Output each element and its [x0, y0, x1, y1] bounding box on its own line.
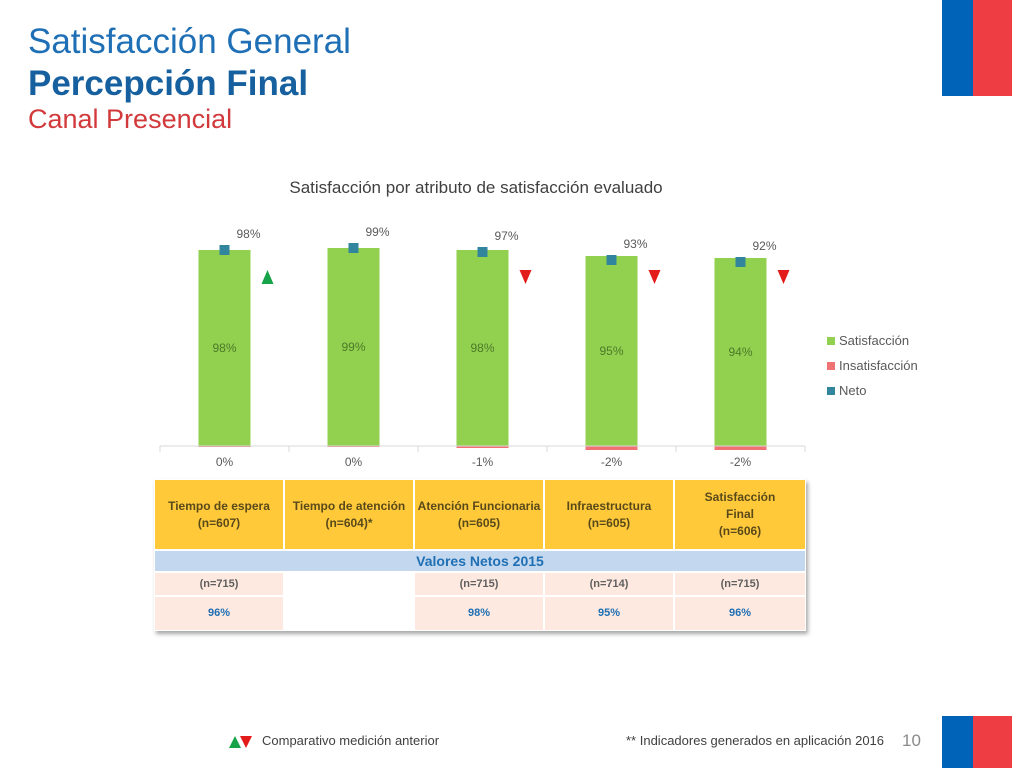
label-neto: 98%	[237, 227, 261, 241]
flag-logo-bottom	[942, 716, 1012, 768]
marker-neto	[219, 245, 230, 255]
marker-neto	[735, 257, 746, 267]
marker-neto	[477, 247, 488, 257]
bar-insatisfaccion	[714, 446, 767, 450]
table-cell-value	[285, 597, 413, 630]
down-arrow-icon	[240, 736, 252, 748]
bar-insatisfaccion	[585, 446, 638, 450]
slide-subtitle: Percepción Final	[28, 64, 309, 103]
table-cell-n: (n=715)	[675, 573, 805, 595]
tick-label-insatisfaccion: -2%	[730, 455, 752, 469]
table-cell-value: 96%	[155, 597, 283, 630]
label-satisfaccion: 98%	[212, 341, 236, 355]
table-header-cell: Tiempo de espera (n=607)	[155, 480, 283, 549]
comparison-down-icon	[777, 270, 790, 284]
flag-logo-top	[942, 0, 1012, 96]
indicator-note: ** Indicadores generados en aplicación 2…	[626, 733, 885, 748]
bar-satisfaccion	[714, 258, 767, 446]
legend-label: Satisfacción	[839, 333, 909, 348]
comparison-up-icon	[261, 270, 274, 284]
comparison-note: Comparativo medición anterior	[262, 733, 440, 748]
chart-title: Satisfacción por atributo de satisfacció…	[289, 178, 663, 197]
table-header-cell: Infraestructura (n=605)	[545, 480, 673, 549]
table-cell-value: 95%	[545, 597, 673, 630]
bar-insatisfaccion	[456, 446, 509, 448]
table-cell-value: 98%	[415, 597, 543, 630]
label-satisfaccion: 99%	[341, 340, 365, 354]
marker-neto	[606, 255, 617, 265]
bar-satisfaccion	[198, 250, 251, 446]
table-cell-n	[285, 573, 413, 595]
comparison-down-icon	[648, 270, 661, 284]
tick-label-insatisfaccion: 0%	[345, 455, 363, 469]
net-values-table: Tiempo de espera (n=607) (n=715) 96% Tiempo…	[154, 479, 806, 631]
up-arrow-icon	[229, 736, 241, 748]
marker-neto	[348, 243, 359, 253]
label-satisfaccion: 94%	[728, 345, 752, 359]
legend-swatch	[827, 337, 835, 345]
tick-label-insatisfaccion: -2%	[601, 455, 623, 469]
comparison-down-icon	[519, 270, 532, 284]
table-cell-n: (n=715)	[155, 573, 283, 595]
label-satisfaccion: 98%	[470, 341, 494, 355]
legend-label: Neto	[839, 383, 866, 398]
table-header-cell: Atención Funcionaria (n=605)	[415, 480, 543, 549]
bar-satisfaccion	[327, 248, 380, 446]
table-cell-n: (n=715)	[415, 573, 543, 595]
comparison-arrows-icon	[229, 736, 252, 748]
bar-satisfaccion	[585, 256, 638, 446]
tick-label-insatisfaccion: 0%	[216, 455, 234, 469]
table-band-title: Valores Netos 2015	[155, 551, 805, 571]
legend-label: Insatisfacción	[839, 358, 918, 373]
label-satisfaccion: 95%	[599, 344, 623, 358]
bar-satisfaccion	[456, 250, 509, 446]
label-neto: 97%	[495, 229, 519, 243]
slide-title: Satisfacción General	[28, 22, 351, 61]
label-neto: 99%	[366, 225, 390, 239]
label-neto: 92%	[753, 239, 777, 253]
page-number: 10	[902, 731, 921, 750]
label-neto: 93%	[624, 237, 648, 251]
table-cell-value: 96%	[675, 597, 805, 630]
tick-label-insatisfaccion: -1%	[472, 455, 494, 469]
channel-label: Canal Presencial	[28, 104, 233, 134]
table-header-cell: Tiempo de atención (n=604)*	[285, 480, 413, 549]
legend-swatch	[827, 362, 835, 370]
table-header-cell: Satisfacción Final (n=606)	[675, 480, 805, 549]
table-cell-n: (n=714)	[545, 573, 673, 595]
legend-swatch	[827, 387, 835, 395]
